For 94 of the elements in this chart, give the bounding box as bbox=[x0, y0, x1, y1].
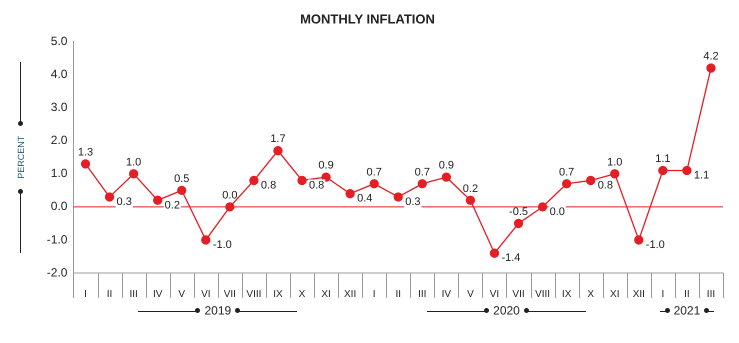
x-tick-label: II bbox=[395, 288, 402, 300]
x-tick-label: I bbox=[372, 288, 376, 300]
data-label: 1.1 bbox=[694, 170, 710, 182]
data-label: 1.3 bbox=[78, 146, 94, 158]
data-label: -1.0 bbox=[212, 238, 232, 251]
x-tick-label: XII bbox=[344, 288, 356, 300]
data-label: 0.7 bbox=[558, 166, 574, 178]
point bbox=[273, 146, 283, 156]
x-tick-label: III bbox=[706, 288, 716, 300]
data-label: 4.2 bbox=[703, 50, 719, 63]
point bbox=[514, 218, 524, 228]
point bbox=[297, 176, 307, 186]
x-tick-label: II bbox=[684, 288, 690, 300]
x-tick-label: I bbox=[661, 288, 664, 300]
x-tick-label: IV bbox=[442, 288, 452, 300]
data-label: 0.8 bbox=[260, 179, 276, 192]
point bbox=[225, 202, 234, 212]
data-label: 0.0 bbox=[550, 206, 565, 218]
data-label: 0.2 bbox=[164, 199, 180, 212]
data-label: 0.2 bbox=[462, 182, 478, 195]
point bbox=[706, 63, 716, 73]
x-tick-label: IX bbox=[273, 288, 284, 300]
data-label: 0.7 bbox=[414, 166, 430, 178]
point bbox=[128, 169, 138, 178]
x-tick-label: III bbox=[129, 288, 138, 300]
point bbox=[418, 179, 427, 188]
point bbox=[538, 202, 548, 212]
x-tick-label: II bbox=[106, 288, 112, 300]
chart-title: MONTHLY INFLATION bbox=[300, 11, 435, 26]
x-tick-label: VII bbox=[512, 288, 525, 300]
data-label: 1.7 bbox=[270, 133, 286, 146]
point bbox=[321, 172, 331, 182]
point bbox=[153, 196, 162, 205]
data-label: -0.5 bbox=[509, 206, 528, 218]
x-tick-label: XII bbox=[632, 288, 645, 300]
y-tick-label: -1.0 bbox=[46, 232, 68, 246]
data-label: 0.8 bbox=[309, 179, 324, 192]
y-tick-label: 0.0 bbox=[50, 199, 68, 214]
point bbox=[104, 192, 114, 202]
point bbox=[249, 176, 259, 186]
point bbox=[610, 169, 620, 178]
data-label: 0.9 bbox=[318, 160, 334, 172]
x-tick-label: XI bbox=[610, 288, 620, 300]
data-label: 0.3 bbox=[116, 196, 132, 208]
x-tick-label: IX bbox=[562, 288, 572, 300]
point bbox=[682, 166, 692, 176]
point bbox=[658, 166, 668, 176]
x-tick-label: I bbox=[84, 288, 87, 300]
data-label: 0.5 bbox=[174, 172, 190, 185]
y-tick-label: 2.0 bbox=[50, 133, 68, 148]
data-label: 0.3 bbox=[405, 196, 421, 208]
y-tick-label: 1.0 bbox=[50, 166, 68, 180]
x-tick-label: VI bbox=[201, 288, 211, 300]
x-tick-label: X bbox=[298, 288, 306, 300]
point bbox=[201, 235, 210, 245]
x-tick-label: XI bbox=[321, 288, 331, 300]
text: 2021 bbox=[674, 303, 701, 318]
x-tick-label: VII bbox=[224, 288, 236, 300]
text: 2020 bbox=[493, 303, 520, 318]
point bbox=[634, 235, 644, 245]
text: 2019 bbox=[204, 303, 232, 318]
x-tick-label: IV bbox=[152, 288, 163, 300]
point bbox=[80, 159, 90, 169]
data-label: -1.4 bbox=[501, 252, 520, 264]
x-tick-label: VI bbox=[490, 288, 500, 300]
x-tick-label: III bbox=[418, 288, 426, 300]
y-tick-label: 4.0 bbox=[50, 66, 68, 81]
data-label: 0.7 bbox=[366, 166, 382, 178]
point bbox=[177, 186, 186, 196]
y-tick-label: -2.0 bbox=[46, 265, 68, 280]
y-tick-label: 5.0 bbox=[50, 34, 68, 48]
y-tick-label: 3.0 bbox=[50, 100, 68, 114]
point bbox=[466, 196, 476, 205]
point bbox=[562, 179, 572, 188]
point bbox=[442, 172, 451, 182]
data-label: 0.8 bbox=[598, 179, 613, 192]
data-label: 1.0 bbox=[126, 156, 142, 168]
data-label: 0.0 bbox=[222, 189, 238, 202]
point bbox=[394, 192, 403, 202]
x-tick-label: V bbox=[467, 288, 474, 300]
data-label: 0.9 bbox=[438, 160, 454, 172]
x-tick-label: VIII bbox=[535, 288, 550, 300]
y-axis-title: PERCENT bbox=[16, 135, 26, 179]
x-tick-label: X bbox=[587, 288, 594, 300]
x-tick-label: VIII bbox=[246, 288, 262, 300]
x-tick-label: V bbox=[178, 288, 186, 300]
data-label: -1.0 bbox=[646, 238, 665, 251]
data-label: 1.0 bbox=[607, 156, 622, 168]
data-label: 1.1 bbox=[655, 153, 671, 166]
data-label: 0.4 bbox=[357, 192, 372, 205]
point bbox=[586, 176, 596, 186]
point bbox=[370, 179, 379, 188]
point bbox=[345, 189, 355, 198]
point bbox=[490, 248, 500, 258]
